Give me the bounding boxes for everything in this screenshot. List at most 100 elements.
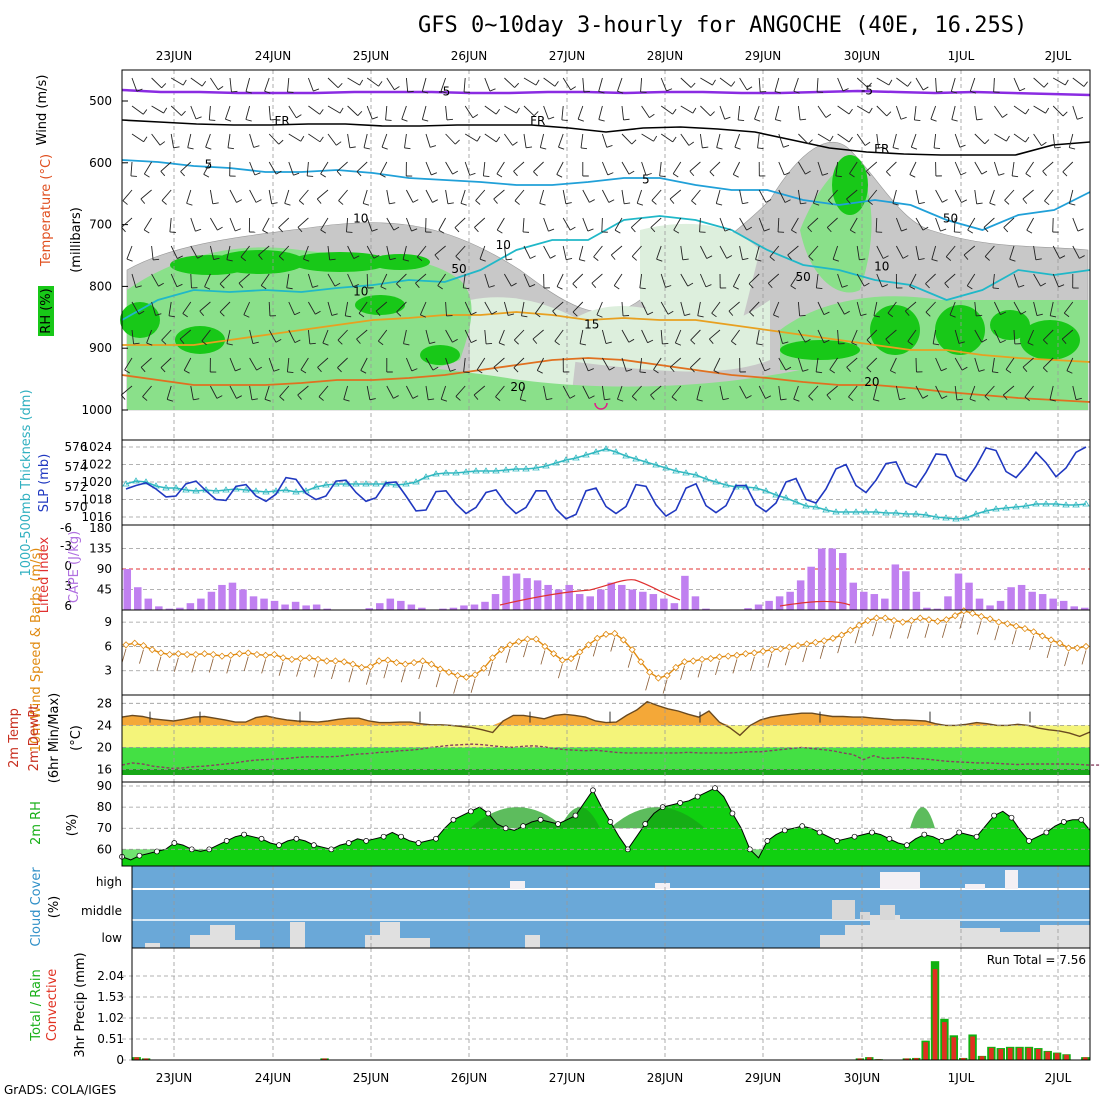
thickness-line-point [552,459,560,466]
wind-barb [1033,133,1042,146]
wind-barb-flag [336,141,342,146]
rh2m-point [1060,819,1067,825]
wind-barb-flag [886,111,892,117]
wind-barb [249,357,257,371]
wind-barb-flag [756,343,763,346]
wind-barb [577,105,584,120]
wind-barb-flag [1043,339,1048,345]
wind-barb [297,385,309,396]
wind-barb-flag [733,286,739,290]
wind-barb [208,658,214,673]
wind-barb-flag [713,370,720,374]
thickness-line-point [762,487,770,494]
wind-barb-flag [716,203,723,206]
wind-speed-point [742,650,750,658]
wind-barb [601,161,609,176]
wind-barb-flag [944,282,950,289]
wind-barb-flag [866,367,872,373]
thickness-tick: 574 [65,460,88,474]
wind-barb-flag [1006,135,1010,142]
wind-barb-flag [851,342,858,346]
wind-barb-flag [160,171,166,177]
wind-barb-flag [412,395,419,399]
wind-barb-flag [790,285,797,290]
wind-barb [582,217,589,232]
wind-barb-flag [1025,173,1032,178]
wind-barb [561,105,564,120]
wind-barb [832,245,839,260]
wind-barb-flag [539,203,546,206]
rh2m-point [712,785,718,791]
wind-speed-point [1064,644,1073,652]
dewpoint-line [121,743,1100,770]
wind-barb-flag [624,202,631,205]
wind-barb [306,161,309,176]
wind-barb [366,385,371,400]
wind-barb [504,273,512,287]
wind-barb-flag [949,314,956,318]
precip-convective-bar [1082,1057,1088,1060]
wind-speed-point [558,656,566,664]
wind-barb [278,661,284,676]
wind-barb [460,189,466,204]
wind-barb [347,245,355,259]
wind-barb-flag [902,255,909,259]
wind-barb [730,329,740,342]
wind-barb-flag [385,119,392,121]
wind-barb-flag [535,312,541,318]
wind-barb [488,661,493,676]
wind-barb-flag [533,111,539,117]
wind-barb-flag [976,314,983,317]
wind-barb [954,357,963,371]
wind-barb-flag [540,147,547,150]
wind-barb [819,644,825,659]
wind-barb [1046,643,1052,659]
wind-barb [835,161,839,176]
wind-barb-flag [312,285,319,288]
li-tick: 0 [64,559,72,573]
wind-barb [854,629,860,644]
wind-barb-flag [393,226,400,231]
wind-barb-flag [653,135,658,142]
wind-barb [674,329,682,344]
wind-barb-flag [967,229,974,234]
wind-barb [621,329,630,343]
wind-barb [229,77,232,92]
wind-barb [680,665,685,680]
wind-barb-flag [401,118,408,122]
thickness-line-point [422,473,430,480]
wind-barb [967,217,976,231]
wind-barb [140,357,152,368]
wind-barb [534,301,544,314]
wind-barb-flag [598,119,605,122]
wind-barb-flag [273,368,280,372]
wind-barb [1072,217,1079,232]
wind-speed-point [864,616,872,625]
bottom-day-label: 30JUN [844,1071,881,1085]
wind-barb [264,385,270,400]
wind-speed-point [375,657,383,665]
cloud-high-block [880,872,920,889]
thickness-line-point [742,483,750,490]
wind-barb-flag [508,313,515,316]
wind-barb [758,217,765,232]
wind-barb-flag [1003,227,1009,233]
wind-barb [416,245,427,258]
precip-tick: 0 [116,1053,124,1067]
wind-barb [419,301,427,316]
wind-barb [709,161,721,173]
cape-bar [786,591,794,610]
wind-barb [151,105,164,114]
thickness-line-point [542,462,550,469]
wind-barb [935,77,937,93]
wind-barb-flag [318,396,324,401]
li-line [779,600,851,607]
wind-barb-flag [941,367,947,372]
wind-barb [578,245,584,260]
wind-barb-flag [204,286,211,290]
thickness-line-point [892,509,900,516]
wind-barb-flag [179,338,185,344]
wind-barb-flag [372,116,378,120]
wind-barb-flag [514,200,520,205]
wind-barb [337,357,348,368]
